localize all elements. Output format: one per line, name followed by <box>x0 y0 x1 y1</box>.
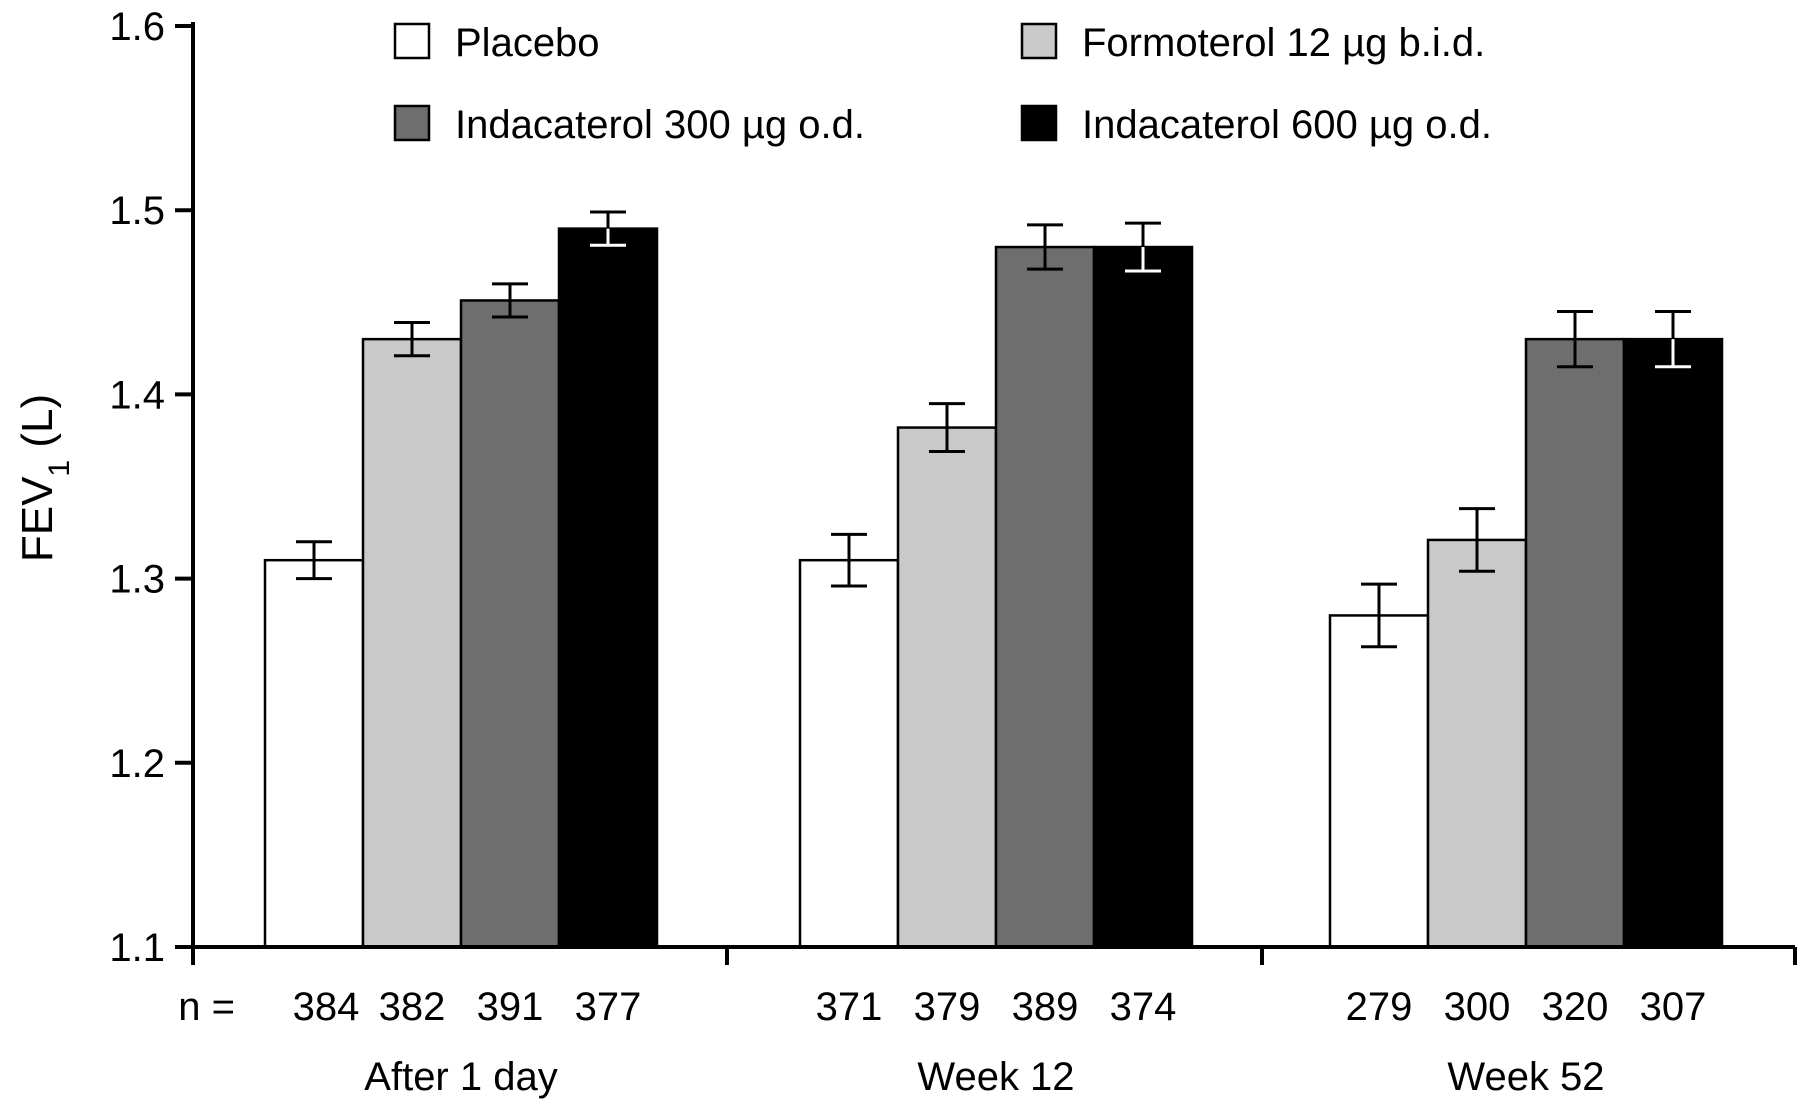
legend-label: Indacaterol 600 µg o.d. <box>1082 103 1492 147</box>
n-label-placebo-week-52: 279 <box>1346 985 1413 1029</box>
y-axis-label-subscript: 1 <box>43 460 76 477</box>
error-bar-indacaterol-600-g-o-d-after-1-day <box>590 210 626 247</box>
category-label-week-52: Week 52 <box>1447 1055 1604 1099</box>
category-label-week-12: Week 12 <box>917 1055 1074 1099</box>
bar-indacaterol-300-g-o-d-week-12 <box>994 245 1096 949</box>
y-axis-label-main: FEV <box>13 476 62 562</box>
bar-formoterol-12-g-b-i-d-week-12 <box>896 426 998 949</box>
error-bar-indacaterol-600-g-o-d-week-52 <box>1655 310 1691 369</box>
error-bar-indacaterol-300-g-o-d-week-12 <box>1027 223 1063 271</box>
legend-swatch <box>1020 22 1058 60</box>
n-prefix-label: n = <box>178 985 235 1029</box>
legend-item-placebo: Placebo <box>393 21 600 65</box>
n-label-formoterol-12-g-b-i-d-after-1-day: 382 <box>379 985 446 1029</box>
error-bar-formoterol-12-g-b-i-d-week-52 <box>1459 507 1495 573</box>
y-axis-label: FEV1 (L) <box>13 394 76 562</box>
bar-formoterol-12-g-b-i-d-after-1-day <box>361 337 463 949</box>
legend-item-indacaterol-300-g-o-d: Indacaterol 300 µg o.d. <box>393 103 865 147</box>
n-label-placebo-week-12: 371 <box>816 985 883 1029</box>
legend: Placebo Formoterol 12 µg b.i.d. Indacatero… <box>393 21 1492 147</box>
y-tick-label: 1.1 <box>109 926 165 970</box>
error-bar-formoterol-12-g-b-i-d-week-12 <box>929 402 965 454</box>
bar-placebo-week-12 <box>798 558 900 949</box>
legend-label: Placebo <box>455 21 600 65</box>
bar-indacaterol-600-g-o-d-week-12 <box>1092 245 1194 949</box>
bar-indacaterol-300-g-o-d-after-1-day <box>459 299 561 949</box>
n-label-indacaterol-300-g-o-d-week-52: 320 <box>1542 985 1609 1029</box>
error-bar-placebo-week-12 <box>831 532 867 588</box>
legend-label: Indacaterol 300 µg o.d. <box>455 103 865 147</box>
error-bar-indacaterol-300-g-o-d-week-52 <box>1557 310 1593 369</box>
error-bar-indacaterol-300-g-o-d-after-1-day <box>492 282 528 319</box>
error-bars-layer <box>296 210 1691 649</box>
legend-item-formoterol-12-g-b-i-d: Formoterol 12 µg b.i.d. <box>1020 21 1485 65</box>
legend-item-indacaterol-600-g-o-d: Indacaterol 600 µg o.d. <box>1020 103 1492 147</box>
n-label-indacaterol-300-g-o-d-week-12: 389 <box>1012 985 1079 1029</box>
bar-indacaterol-300-g-o-d-week-52 <box>1524 337 1626 949</box>
y-tick-label: 1.2 <box>109 742 165 786</box>
n-label-formoterol-12-g-b-i-d-week-52: 300 <box>1444 985 1511 1029</box>
n-label-indacaterol-300-g-o-d-after-1-day: 391 <box>477 985 544 1029</box>
legend-label: Formoterol 12 µg b.i.d. <box>1082 21 1485 65</box>
legend-swatch <box>393 104 431 142</box>
bar-placebo-after-1-day <box>263 558 365 949</box>
n-label-indacaterol-600-g-o-d-week-52: 307 <box>1640 985 1707 1029</box>
bar-placebo-week-52 <box>1328 614 1430 949</box>
axes-layer <box>175 22 1797 965</box>
n-label-indacaterol-600-g-o-d-week-12: 374 <box>1110 985 1177 1029</box>
error-bar-placebo-after-1-day <box>296 540 332 581</box>
labels-layer: 1.1 1.2 1.3 1.4 1.5 1.6 n = 384 371 279 382 379 300 3… <box>109 5 1706 1099</box>
bar-indacaterol-600-g-o-d-week-52 <box>1622 337 1724 949</box>
n-label-placebo-after-1-day: 384 <box>293 985 360 1029</box>
y-tick-label: 1.3 <box>109 558 165 602</box>
bar-formoterol-12-g-b-i-d-week-52 <box>1426 538 1528 949</box>
error-bar-placebo-week-52 <box>1361 582 1397 649</box>
n-label-formoterol-12-g-b-i-d-week-12: 379 <box>914 985 981 1029</box>
error-bar-indacaterol-600-g-o-d-week-12 <box>1125 221 1161 273</box>
bar-indacaterol-600-g-o-d-after-1-day <box>557 227 659 949</box>
error-bar-formoterol-12-g-b-i-d-after-1-day <box>394 321 430 358</box>
y-axis-label-unit: (L) <box>13 394 62 460</box>
n-label-indacaterol-600-g-o-d-after-1-day: 377 <box>575 985 642 1029</box>
y-tick-label: 1.5 <box>109 189 165 233</box>
bars-layer <box>263 227 1724 949</box>
y-tick-label: 1.4 <box>109 373 165 417</box>
legend-swatch <box>393 22 431 60</box>
legend-swatch <box>1020 104 1058 142</box>
y-tick-label: 1.6 <box>109 5 165 49</box>
category-label-after-1-day: After 1 day <box>364 1055 557 1099</box>
